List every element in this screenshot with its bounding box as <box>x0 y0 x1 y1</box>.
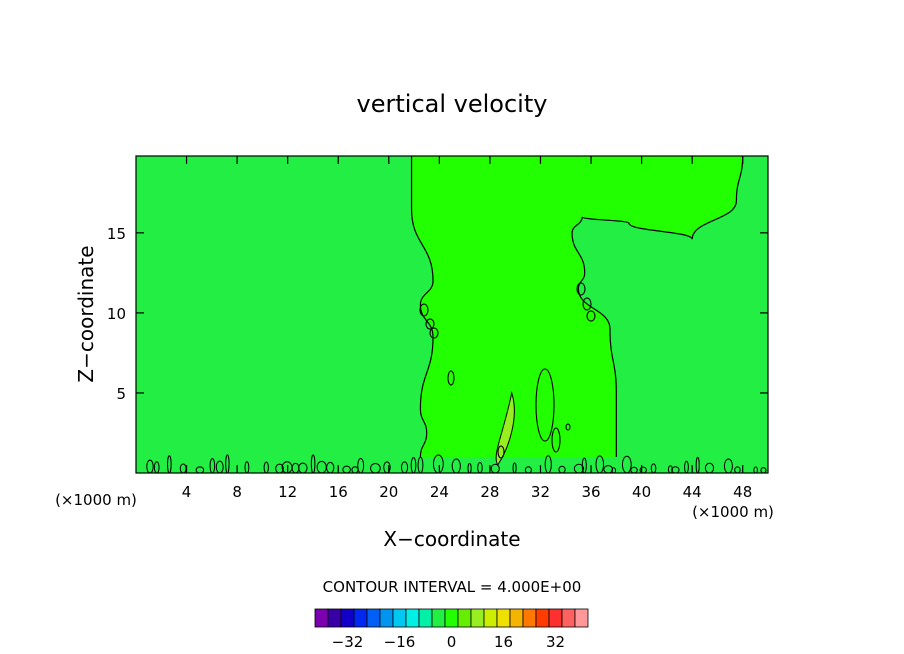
surface-contour-cell <box>667 465 673 473</box>
colorbar-swatch <box>392 608 407 628</box>
contour-cell <box>551 427 561 453</box>
colorbar-tick-label: 16 <box>494 633 513 651</box>
x-tick-label: 32 <box>531 483 550 501</box>
surface-contour-cell <box>451 458 461 473</box>
colorbar-swatch <box>327 608 342 628</box>
colorbar: −32 −16 0 16 32 <box>314 608 589 651</box>
surface-contour-cell <box>611 467 617 473</box>
colorbar-swatch <box>470 608 485 628</box>
colorbar-swatch <box>561 608 576 628</box>
surface-contour-cell <box>544 455 552 473</box>
surface-contour-cell <box>753 466 758 473</box>
contour-cell <box>419 303 429 317</box>
x-axis: 4 8 12 16 20 24 28 32 36 40 44 48 <box>182 156 752 501</box>
colorbar-swatch <box>405 608 420 628</box>
x-axis-label: X−coordinate <box>383 527 520 551</box>
colorbar-title: CONTOUR INTERVAL = 4.000E+00 <box>323 578 582 596</box>
contour-cell <box>582 297 592 311</box>
colorbar-swatch <box>418 608 433 628</box>
contour-cell <box>497 445 505 459</box>
colorbar-swatch <box>574 608 589 628</box>
colorbar-swatch <box>379 608 394 628</box>
chart-title: vertical velocity <box>357 90 548 118</box>
small-contour-cells <box>419 282 596 459</box>
surface-contour-cell <box>263 461 269 473</box>
contour-cell <box>535 368 555 442</box>
colorbar-tick-label: 0 <box>447 633 457 651</box>
colorbar-swatch <box>444 608 459 628</box>
colorbar-tick-label: 32 <box>546 633 565 651</box>
x-tick-label: 28 <box>480 483 499 501</box>
x-tick-label: 4 <box>182 483 192 501</box>
contour-cell <box>429 327 439 339</box>
contour-cell <box>447 370 455 386</box>
y-tick-label: 15 <box>107 225 126 243</box>
y-axis-label: Z−coordinate <box>74 245 98 382</box>
x-unit-left: (×1000 m) <box>55 491 137 509</box>
surface-contour-cell <box>704 462 715 473</box>
x-tick-label: 48 <box>733 483 752 501</box>
x-tick-label: 44 <box>683 483 702 501</box>
colorbar-swatch <box>457 608 472 628</box>
colorbar-swatch <box>535 608 550 628</box>
y-axis: 5 10 15 <box>107 225 768 403</box>
surface-contour-cell <box>695 456 700 473</box>
colorbar-tick-label: −16 <box>384 633 416 651</box>
surface-contour-cell <box>370 462 381 473</box>
colorbar-swatch <box>548 608 563 628</box>
colorbar-tick-label: −32 <box>332 633 364 651</box>
contour-cell <box>586 310 596 322</box>
surface-contour-cell <box>410 457 417 473</box>
surface-contour-cell <box>621 455 632 473</box>
x-tick-label: 40 <box>632 483 651 501</box>
colorbar-swatch <box>314 608 329 628</box>
y-tick-label: 10 <box>107 305 126 323</box>
y-tick-label: 5 <box>116 385 126 403</box>
x-tick-label: 8 <box>232 483 242 501</box>
x-tick-label: 24 <box>430 483 449 501</box>
x-tick-label: 16 <box>329 483 348 501</box>
colorbar-swatch <box>353 608 368 628</box>
contour-cell <box>576 282 586 296</box>
colorbar-swatch <box>340 608 355 628</box>
updraft-region <box>411 156 743 457</box>
colorbar-swatch <box>496 608 511 628</box>
contour-cell <box>425 318 435 330</box>
x-unit-right: (×1000 m) <box>692 503 774 521</box>
colorbar-swatch <box>522 608 537 628</box>
contour-cell <box>565 423 571 431</box>
surface-contour-cell <box>512 462 517 473</box>
surface-contour-cell <box>195 466 205 473</box>
surface-contour-cell <box>595 455 605 473</box>
colorbar-swatch <box>431 608 446 628</box>
surface-contour-cell <box>650 463 657 473</box>
colorbar-swatch <box>509 608 524 628</box>
x-tick-label: 12 <box>278 483 297 501</box>
plot-frame <box>135 155 769 474</box>
colorbar-swatch <box>483 608 498 628</box>
x-tick-label: 20 <box>379 483 398 501</box>
colorbar-swatch <box>366 608 381 628</box>
x-tick-label: 36 <box>581 483 600 501</box>
surface-contour-cell <box>342 465 351 473</box>
